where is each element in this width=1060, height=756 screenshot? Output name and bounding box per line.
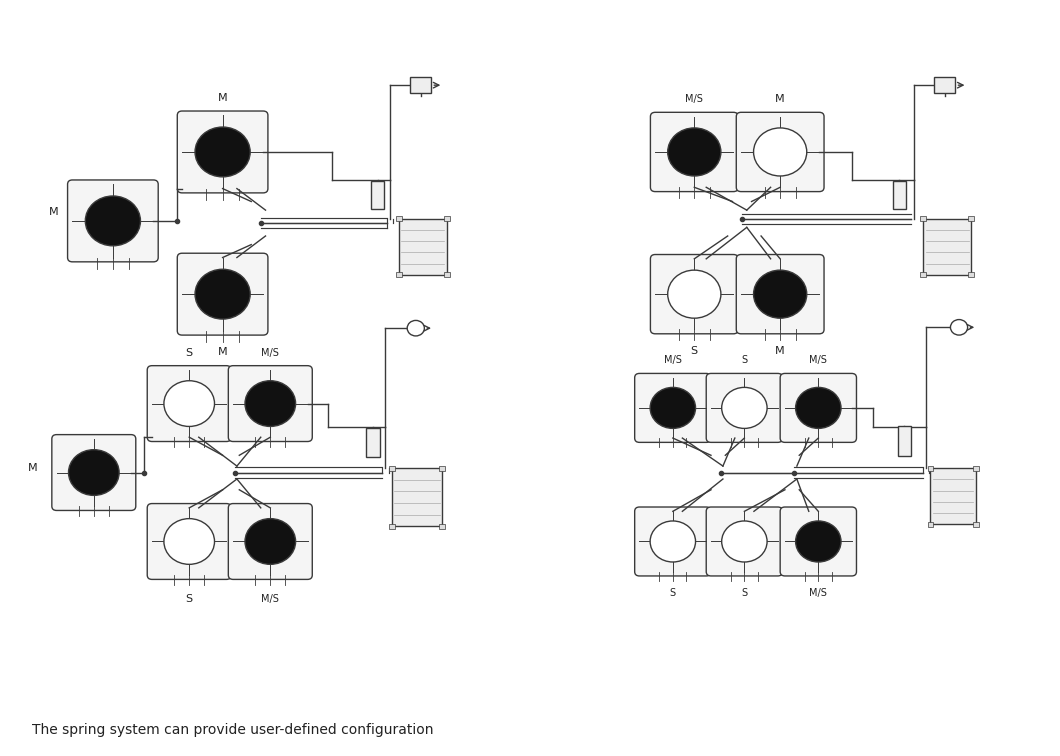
Circle shape: [164, 519, 214, 564]
Text: M/S: M/S: [262, 593, 279, 604]
Bar: [410, 77, 431, 93]
Circle shape: [69, 450, 119, 495]
FancyBboxPatch shape: [737, 113, 824, 191]
Text: S: S: [186, 348, 193, 358]
Circle shape: [195, 127, 250, 177]
Circle shape: [951, 320, 968, 335]
FancyBboxPatch shape: [147, 366, 231, 442]
Bar: [968, 272, 974, 277]
Circle shape: [722, 387, 767, 429]
Circle shape: [245, 519, 296, 564]
Text: M/S: M/S: [686, 94, 703, 104]
Bar: [396, 272, 402, 277]
Bar: [444, 272, 449, 277]
Circle shape: [650, 521, 695, 562]
FancyBboxPatch shape: [68, 180, 158, 262]
Text: M/S: M/S: [810, 355, 827, 365]
Text: S: S: [691, 346, 697, 356]
Text: M: M: [217, 93, 228, 103]
Bar: [389, 466, 394, 471]
FancyBboxPatch shape: [177, 111, 268, 193]
Bar: [928, 522, 933, 527]
Circle shape: [668, 270, 721, 318]
Bar: [968, 216, 974, 222]
Circle shape: [407, 321, 424, 336]
FancyBboxPatch shape: [706, 373, 782, 442]
FancyBboxPatch shape: [651, 255, 738, 334]
Circle shape: [754, 270, 807, 318]
Bar: [931, 468, 975, 524]
FancyBboxPatch shape: [177, 253, 268, 335]
Bar: [396, 216, 402, 222]
Bar: [893, 181, 906, 209]
FancyBboxPatch shape: [780, 373, 856, 442]
Circle shape: [195, 269, 250, 319]
Bar: [439, 466, 445, 471]
Bar: [973, 466, 978, 471]
Text: S: S: [670, 588, 676, 598]
Bar: [366, 428, 379, 457]
Text: M: M: [49, 207, 58, 217]
Bar: [898, 426, 911, 456]
FancyBboxPatch shape: [635, 373, 711, 442]
FancyBboxPatch shape: [706, 507, 782, 576]
FancyBboxPatch shape: [651, 113, 738, 191]
Text: M/S: M/S: [664, 355, 682, 365]
FancyBboxPatch shape: [52, 435, 136, 510]
Text: M: M: [217, 347, 228, 358]
FancyBboxPatch shape: [635, 507, 711, 576]
FancyBboxPatch shape: [147, 503, 231, 579]
Text: M: M: [775, 346, 785, 356]
Text: The spring system can provide user-defined configuration: The spring system can provide user-defin…: [32, 723, 434, 737]
Bar: [392, 468, 442, 526]
Bar: [923, 218, 971, 274]
Text: M/S: M/S: [262, 348, 279, 358]
Bar: [389, 524, 394, 529]
FancyBboxPatch shape: [780, 507, 856, 576]
Circle shape: [85, 196, 141, 246]
Bar: [928, 466, 933, 471]
Text: S: S: [741, 355, 747, 365]
Bar: [934, 77, 955, 93]
Text: M: M: [775, 94, 785, 104]
Text: M/S: M/S: [810, 588, 827, 598]
Circle shape: [245, 381, 296, 426]
FancyBboxPatch shape: [737, 255, 824, 334]
Bar: [399, 218, 447, 274]
Text: S: S: [741, 588, 747, 598]
FancyBboxPatch shape: [228, 503, 313, 579]
Circle shape: [796, 521, 841, 562]
Circle shape: [754, 128, 807, 176]
Bar: [444, 216, 449, 222]
Circle shape: [164, 381, 214, 426]
Text: S: S: [186, 593, 193, 604]
Circle shape: [796, 387, 841, 429]
Bar: [439, 524, 445, 529]
Bar: [920, 216, 926, 222]
Circle shape: [668, 128, 721, 176]
Bar: [920, 272, 926, 277]
Bar: [371, 181, 385, 209]
Circle shape: [650, 387, 695, 429]
Text: M: M: [28, 463, 37, 473]
FancyBboxPatch shape: [228, 366, 313, 442]
Bar: [973, 522, 978, 527]
Circle shape: [722, 521, 767, 562]
